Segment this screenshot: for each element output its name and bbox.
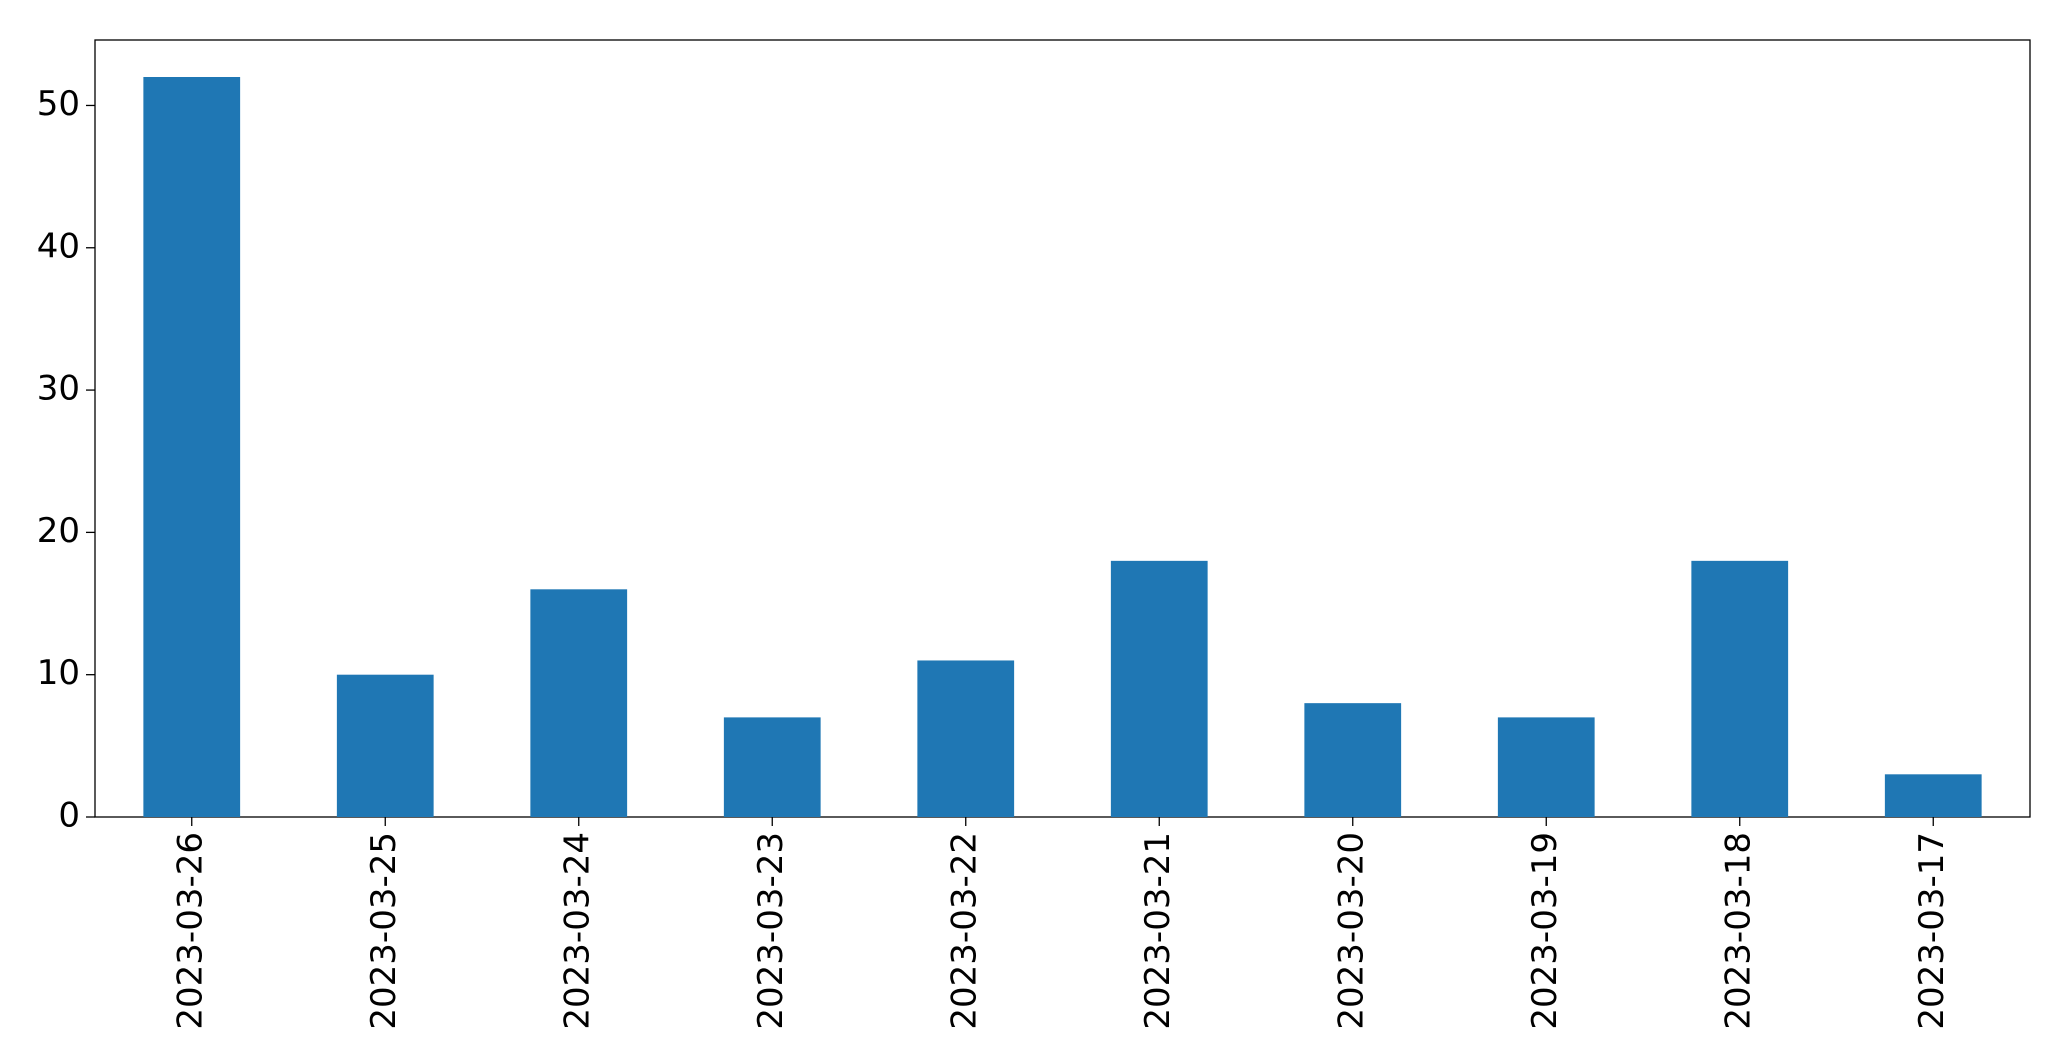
x-tick-label: 2023-03-25 [364, 832, 404, 1030]
y-tick-label: 10 [37, 653, 80, 693]
x-tick-label: 2023-03-26 [170, 832, 210, 1030]
bar [1691, 560, 1789, 817]
x-tick-label: 2023-03-19 [1525, 832, 1565, 1030]
x-tick-label: 2023-03-22 [944, 832, 984, 1030]
bar [917, 660, 1015, 817]
y-tick-label: 30 [37, 369, 80, 409]
plot-frame [94, 39, 2031, 818]
bar [336, 674, 434, 817]
x-tick-label: 2023-03-21 [1138, 832, 1178, 1030]
x-tick-label: 2023-03-20 [1331, 832, 1371, 1030]
bar [1497, 717, 1595, 817]
bar [1304, 703, 1402, 817]
x-tick-label: 2023-03-18 [1718, 832, 1758, 1030]
y-tick-label: 20 [37, 511, 80, 551]
bar [1110, 560, 1208, 817]
bar [530, 589, 628, 817]
bar [723, 717, 821, 817]
x-tick-label: 2023-03-17 [1912, 832, 1952, 1030]
bar [1884, 774, 1982, 817]
y-tick-label: 50 [37, 84, 80, 124]
x-tick-label: 2023-03-23 [751, 832, 791, 1030]
bar [143, 77, 241, 817]
y-tick-label: 0 [58, 796, 80, 836]
x-tick-label: 2023-03-24 [557, 832, 597, 1030]
y-tick-label: 40 [37, 226, 80, 266]
